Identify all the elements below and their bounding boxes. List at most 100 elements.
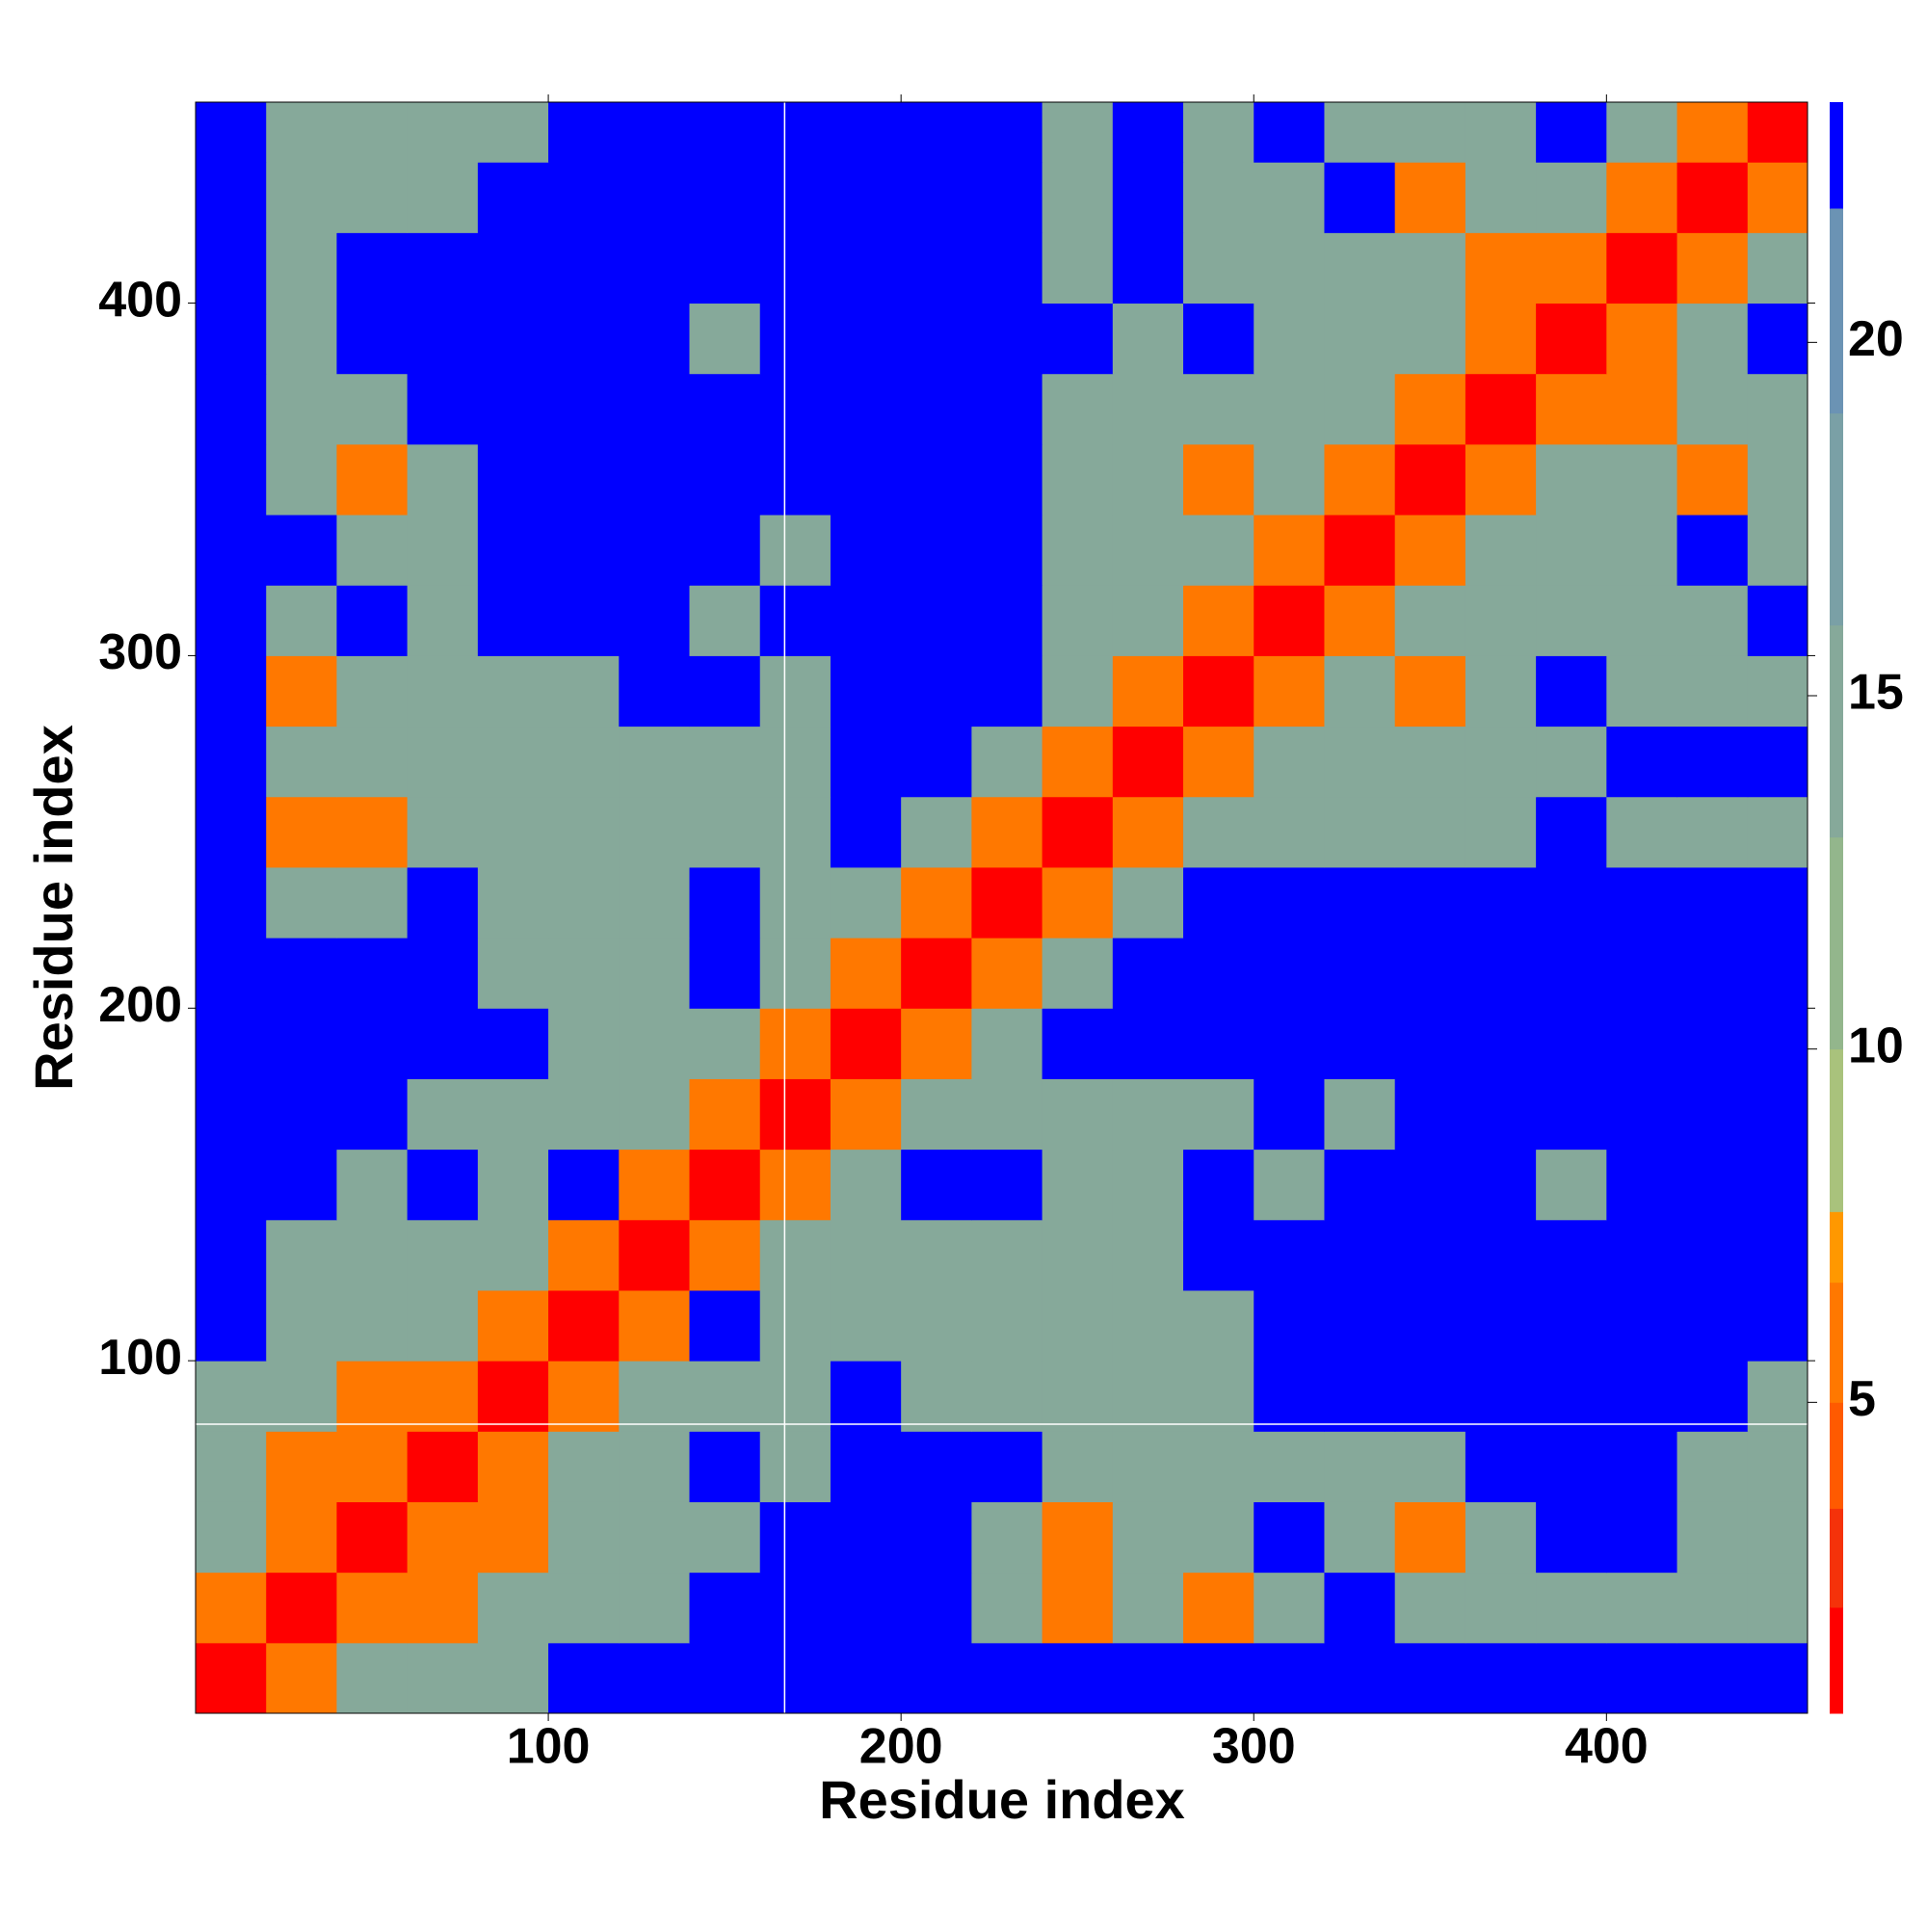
heatmap-cell — [619, 796, 691, 868]
heatmap-cell — [901, 866, 972, 939]
heatmap-cell — [1112, 373, 1184, 445]
heatmap-cell — [477, 938, 549, 1009]
heatmap-cell — [1606, 1572, 1678, 1644]
heatmap-cell — [548, 1572, 620, 1644]
heatmap-cell — [407, 1572, 479, 1644]
heatmap-cell — [266, 1361, 337, 1432]
heatmap-cell — [1042, 796, 1114, 868]
heatmap-cell — [196, 1219, 267, 1291]
heatmap-cell — [1465, 1642, 1537, 1714]
colorbar-tick-label: 20 — [1848, 311, 1904, 367]
heatmap-cell — [196, 443, 267, 516]
heatmap-cell — [196, 373, 267, 445]
heatmap-cell — [1747, 1572, 1808, 1644]
heatmap-cell — [689, 1219, 761, 1291]
heatmap-cell — [1536, 1431, 1607, 1502]
heatmap-cell — [196, 1361, 267, 1432]
heatmap-cell — [266, 1501, 337, 1574]
heatmap-cell — [1324, 102, 1396, 163]
heatmap-cell — [336, 1501, 409, 1574]
heatmap-cell — [1042, 1431, 1114, 1502]
heatmap-cell — [830, 373, 902, 445]
heatmap-cell — [1394, 162, 1466, 233]
heatmap-cell — [971, 1149, 1043, 1221]
heatmap-cell — [619, 373, 691, 445]
heatmap-cell — [407, 443, 479, 516]
heatmap-cell — [266, 515, 337, 586]
x-tick-label: 100 — [507, 1719, 591, 1775]
heatmap-cell — [336, 373, 409, 445]
heatmap-cell — [266, 655, 337, 728]
heatmap-cell — [548, 162, 620, 233]
heatmap-cell — [901, 796, 972, 868]
heatmap-cell — [1536, 866, 1607, 939]
heatmap-cell — [1183, 1642, 1254, 1714]
heatmap-cell — [407, 1642, 479, 1714]
heatmap-cell — [1606, 1149, 1678, 1221]
heatmap-cell — [1465, 1149, 1537, 1221]
heatmap-cell — [689, 303, 761, 375]
heatmap-cell — [1676, 1431, 1749, 1502]
heatmap-cell — [407, 1361, 479, 1432]
heatmap-cell — [1747, 585, 1808, 656]
heatmap-cell — [1254, 866, 1325, 939]
heatmap-cell — [971, 585, 1043, 656]
heatmap-cell — [901, 1219, 972, 1291]
heatmap-cell — [971, 1361, 1043, 1432]
heatmap-cell — [1606, 866, 1678, 939]
heatmap-cell — [1606, 796, 1678, 868]
heatmap-cell — [1606, 1008, 1678, 1079]
heatmap-cell — [266, 726, 337, 798]
heatmap-cell — [1112, 303, 1184, 375]
heatmap-cell — [971, 303, 1043, 375]
heatmap-cell — [1747, 1361, 1808, 1432]
heatmap-cell — [759, 1361, 832, 1432]
heatmap-cell — [1465, 866, 1537, 939]
heatmap-cell — [336, 102, 409, 163]
heatmap-cell — [1183, 1149, 1254, 1221]
heatmap-cell — [1747, 1431, 1808, 1502]
heatmap-cell — [1747, 726, 1808, 798]
heatmap-cell — [689, 655, 761, 728]
heatmap-cell — [266, 303, 337, 375]
heatmap-cell — [1112, 585, 1184, 656]
heatmap-cell — [266, 1008, 337, 1079]
heatmap-cell — [1606, 938, 1678, 1009]
heatmap-cell — [336, 515, 409, 586]
heatmap-cell — [407, 303, 479, 375]
heatmap-cell — [901, 1078, 972, 1151]
colorbar-band — [1830, 1607, 1843, 1714]
heatmap-cell — [336, 303, 409, 375]
heatmap-cell — [830, 1642, 902, 1714]
heatmap-cell — [1112, 1078, 1184, 1151]
heatmap-cell — [1394, 1431, 1466, 1502]
heatmap-cell — [1183, 726, 1254, 798]
heatmap-cell — [407, 232, 479, 304]
heatmap-cell — [1324, 938, 1396, 1009]
heatmap-cell — [1747, 1078, 1808, 1151]
heatmap-cell — [1183, 866, 1254, 939]
heatmap-cell — [477, 1501, 549, 1574]
heatmap-cell — [196, 1572, 267, 1644]
heatmap-cell — [477, 515, 549, 586]
heatmap-cell — [1042, 515, 1114, 586]
heatmap-cell — [759, 443, 832, 516]
heatmap-cell — [1183, 102, 1254, 163]
heatmap-cell — [689, 938, 761, 1009]
colorbar-band — [1830, 1211, 1843, 1284]
heatmap-cell — [1394, 726, 1466, 798]
heatmap-cell — [1042, 102, 1114, 163]
colorbar-band — [1830, 1402, 1843, 1509]
heatmap-cell — [830, 1572, 902, 1644]
heatmap-cell — [1394, 303, 1466, 375]
heatmap-cell — [1394, 866, 1466, 939]
heatmap-cell — [1183, 1219, 1254, 1291]
heatmap-cell — [1676, 1078, 1749, 1151]
heatmap-cell — [1394, 1642, 1466, 1714]
heatmap-cell — [1324, 1361, 1396, 1432]
heatmap-cell — [266, 585, 337, 656]
heatmap-cell — [1747, 866, 1808, 939]
heatmap-cell — [971, 866, 1043, 939]
heatmap-cell — [548, 1642, 620, 1714]
